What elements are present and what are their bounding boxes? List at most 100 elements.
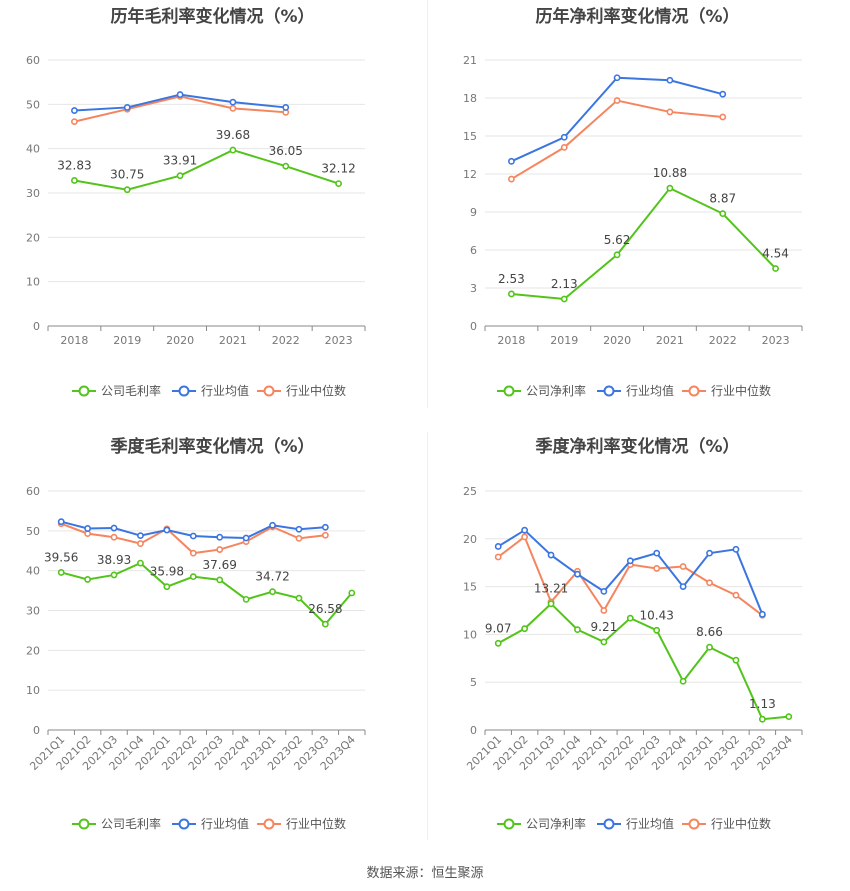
chart-title: 历年净利率变化情况（%） — [535, 7, 740, 27]
data-point — [110, 571, 118, 579]
legend-item-industry-avg[interactable]: 行业均值 — [172, 816, 249, 831]
data-point — [679, 563, 687, 570]
data-point — [123, 104, 131, 111]
data-label: 2.53 — [498, 272, 525, 286]
y-tick-label: 18 — [463, 92, 477, 105]
chart-title: 季度毛利率变化情况（%） — [110, 437, 315, 457]
legend-marker-icon — [603, 818, 615, 830]
data-point — [71, 107, 78, 114]
x-tick-label: 2020 — [166, 334, 194, 347]
data-point — [295, 594, 303, 602]
legend-marker-icon — [78, 385, 90, 397]
data-point — [679, 677, 687, 685]
x-tick-label: 2019 — [113, 334, 141, 347]
x-tick-label: 2023 — [762, 334, 790, 347]
data-point — [110, 524, 118, 532]
data-label: 38.93 — [97, 553, 131, 567]
data-source: 数据来源：恒生聚源 — [366, 866, 484, 881]
data-point — [600, 607, 608, 614]
data-point — [574, 570, 581, 578]
y-tick-label: 0 — [470, 724, 477, 737]
data-point — [216, 576, 224, 584]
legend-item-industry-median[interactable]: 行业中位数 — [257, 816, 346, 831]
data-point — [295, 535, 303, 542]
y-tick-label: 50 — [26, 525, 40, 538]
legend-label: 公司净利率 — [526, 383, 586, 398]
data-label: 37.69 — [203, 558, 237, 572]
data-point — [706, 579, 713, 587]
chart-annual-gross-margin: 历年毛利率变化情况（%） 0 10 20 30 40 50 60 2018 2019 2020 20… — [0, 0, 425, 430]
legend: 公司净利率 行业均值 行业中位数 — [497, 383, 771, 398]
data-point — [71, 177, 78, 184]
legend-item-industry-avg[interactable]: 行业均值 — [597, 816, 674, 831]
data-label: 2.13 — [551, 277, 578, 291]
legend-label: 公司净利率 — [526, 816, 586, 831]
data-point — [348, 589, 356, 597]
data-point — [110, 533, 118, 541]
legend-item-company[interactable]: 公司净利率 — [497, 383, 586, 398]
legend-item-industry-median[interactable]: 行业中位数 — [257, 383, 346, 398]
divider — [427, 432, 428, 840]
series-line — [510, 99, 723, 180]
legend-marker-icon — [688, 818, 700, 830]
data-point — [666, 184, 674, 192]
legend-label: 行业均值 — [626, 816, 674, 831]
legend-item-industry-median[interactable]: 行业中位数 — [682, 383, 771, 398]
chart-plot: 05101520252021Q12021Q22021Q32021Q42022Q1… — [463, 485, 803, 831]
series-line — [74, 149, 339, 191]
series-line — [60, 561, 353, 626]
data-point — [706, 643, 713, 651]
data-point — [508, 290, 515, 298]
series-company: 2.53 2.13 5.62 10.88 8.87 4.54 — [498, 166, 789, 303]
legend-item-industry-median[interactable]: 行业中位数 — [682, 816, 771, 831]
y-tick-label: 6 — [470, 244, 477, 257]
legend-item-industry-avg[interactable]: 行业均值 — [172, 383, 249, 398]
data-label: 39.56 — [44, 550, 78, 564]
chart-plot: 01020304050602021Q12021Q22021Q32021Q4202… — [26, 485, 366, 831]
data-point — [84, 525, 92, 532]
legend-item-company[interactable]: 公司净利率 — [497, 816, 586, 831]
data-point — [547, 600, 555, 608]
data-point — [626, 614, 634, 622]
chart-title: 季度净利率变化情况（%） — [535, 437, 740, 457]
data-point — [189, 532, 197, 540]
legend-label: 行业中位数 — [711, 816, 771, 831]
data-label: 8.87 — [709, 192, 736, 206]
data-label: 33.91 — [163, 154, 197, 168]
data-point — [613, 74, 621, 82]
y-tick-label: 10 — [463, 628, 477, 641]
data-label: 5.62 — [604, 233, 631, 247]
legend: 公司毛利率 行业均值 行业中位数 — [72, 383, 346, 398]
legend-marker-icon — [263, 818, 275, 830]
data-label: 26.58 — [308, 602, 342, 616]
data-point — [494, 543, 502, 550]
x-tick-label: 2018 — [60, 334, 88, 347]
y-tick-label: 50 — [26, 98, 40, 111]
series-line — [511, 76, 724, 163]
chart-quarterly-gross-margin: 季度毛利率变化情况（%） 0 10 20 30 40 50 60 2021Q1 2021Q2 20… — [0, 430, 425, 860]
legend-item-industry-avg[interactable]: 行业均值 — [597, 383, 674, 398]
y-tick-label: 25 — [463, 485, 477, 498]
data-point — [321, 523, 329, 531]
data-point — [229, 104, 237, 112]
data-point — [653, 626, 661, 634]
data-point — [732, 591, 740, 599]
series-line — [497, 528, 764, 615]
y-tick-label: 15 — [463, 581, 477, 594]
y-tick-label: 60 — [26, 54, 40, 67]
data-point — [600, 638, 608, 646]
series-industry-avg — [57, 518, 329, 542]
legend-marker-icon — [263, 385, 275, 397]
data-point — [785, 713, 793, 721]
legend-item-company[interactable]: 公司毛利率 — [72, 816, 161, 831]
chart-plot: 0 10 20 30 40 50 60 2018 2019 2020 2021 2022 2023 32.… — [26, 54, 366, 398]
data-point — [574, 626, 581, 634]
data-point — [772, 265, 779, 272]
data-label: 32.83 — [57, 158, 91, 172]
legend-marker-icon — [178, 385, 190, 397]
data-point — [758, 610, 766, 618]
data-label: 32.12 — [321, 162, 355, 176]
series-line — [497, 602, 789, 721]
data-point — [321, 620, 329, 628]
legend-item-company[interactable]: 公司毛利率 — [72, 383, 161, 398]
